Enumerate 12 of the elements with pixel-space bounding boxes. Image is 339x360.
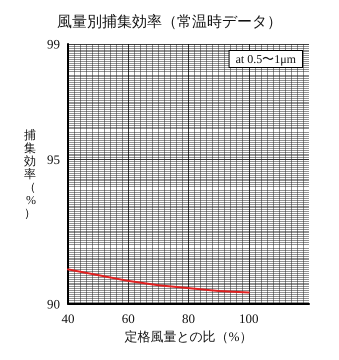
x-tick-label: 40 (62, 311, 74, 326)
y-axis-title: 捕集効率（%） (24, 128, 36, 220)
chart-title: 風量別捕集効率（常温時データ） (57, 14, 282, 30)
x-tick-label: 100 (239, 311, 258, 326)
y-tick-label: 95 (47, 152, 60, 168)
x-tick-label: 60 (122, 311, 135, 326)
annotation: at 0.5〜1μm (236, 52, 297, 66)
x-tick-label: 80 (182, 311, 195, 326)
line-series (67, 268, 250, 294)
y-tick-label: 90 (47, 296, 60, 312)
x-axis-title: 定格風量との比（%） (124, 328, 252, 344)
y-tick-label: 99 (47, 36, 60, 52)
